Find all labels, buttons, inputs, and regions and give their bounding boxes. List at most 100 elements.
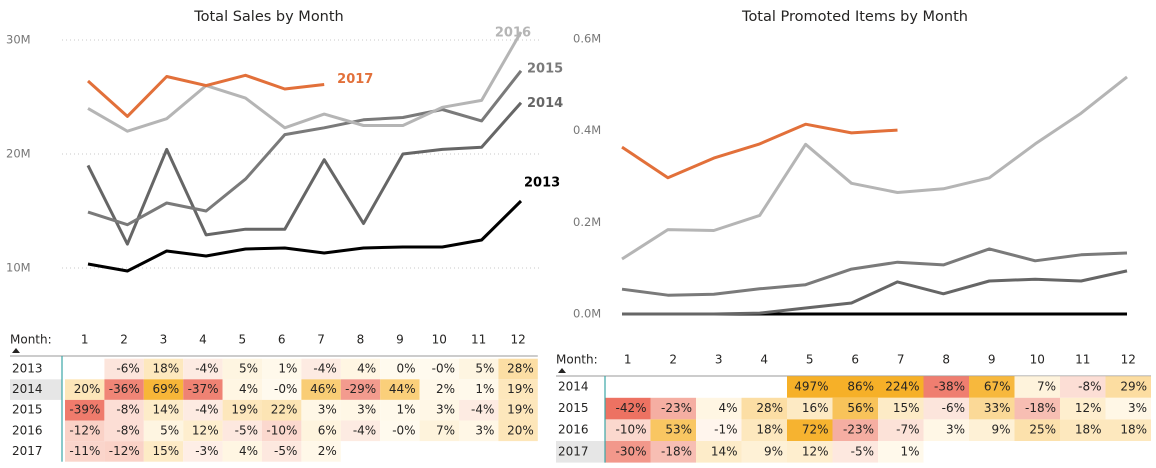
cell: -8% (1078, 380, 1101, 394)
cell: 15% (893, 401, 920, 415)
column-header: 12 (510, 333, 525, 347)
cell-bg (878, 419, 924, 441)
cell: -8% (116, 423, 139, 437)
cell-bg (787, 441, 833, 463)
column-header: 11 (471, 333, 486, 347)
cell: -12% (69, 423, 100, 437)
cell-bg (832, 397, 878, 420)
column-header: 12 (1121, 353, 1136, 367)
cell-bg (262, 399, 302, 421)
row-label: 2017 (12, 444, 43, 458)
cell-bg (969, 419, 1015, 441)
cell-bg (262, 358, 302, 380)
sort-arrow (12, 348, 20, 353)
cell-bg (498, 399, 538, 421)
cell: 19% (507, 403, 534, 417)
cell-bg (1060, 376, 1106, 398)
cell: -5% (851, 444, 874, 458)
cell: 16% (802, 401, 829, 415)
cell-bg (419, 399, 459, 421)
cell: -18% (661, 444, 692, 458)
cell: -4% (471, 403, 494, 417)
column-header: 8 (942, 353, 950, 367)
cell: -39% (69, 403, 100, 417)
series-label: 2015 (527, 61, 563, 76)
cell: 18% (756, 423, 783, 437)
cell: 18% (1120, 423, 1147, 437)
cell: 44% (389, 382, 416, 396)
cell: 497% (794, 380, 828, 394)
cell-bg (1105, 419, 1151, 441)
y-tick-label: 0.2M (573, 215, 601, 229)
cell: 19% (507, 382, 534, 396)
cell-bg (1060, 419, 1106, 441)
column-header: 3 (715, 353, 723, 367)
cell-bg (183, 379, 223, 400)
cell: -23% (843, 423, 874, 437)
cell-bg (498, 379, 538, 400)
cell: 5% (239, 362, 258, 376)
cell-bg (262, 420, 302, 442)
cell-bg (183, 441, 223, 462)
cell: 7% (1037, 380, 1056, 394)
cell: -38% (934, 380, 965, 394)
cell-bg (832, 441, 878, 463)
cell-bg (183, 399, 223, 421)
cell-bg (923, 419, 969, 441)
cell-bg (65, 399, 105, 421)
cell-bg (222, 379, 262, 400)
cell-bg (696, 397, 742, 420)
cell-bg (340, 399, 381, 421)
column-header: 9 (988, 353, 996, 367)
column-header: 10 (1030, 353, 1045, 367)
cell: 3% (318, 403, 337, 417)
cell: -0% (432, 362, 455, 376)
row-label: 2016 (12, 423, 43, 437)
cell-bg (380, 420, 420, 442)
cell: -12% (109, 444, 140, 458)
row-highlight (10, 379, 62, 400)
cell-bg (301, 379, 341, 400)
sort-arrow (558, 368, 566, 373)
cell: -4% (195, 403, 218, 417)
series-label: 2013 (524, 175, 560, 190)
cell: 33% (984, 401, 1011, 415)
cell-bg (222, 358, 262, 380)
cell: 4% (239, 382, 258, 396)
cell-bg (143, 399, 184, 421)
cell-bg (1105, 397, 1151, 420)
cell: 18% (1075, 423, 1102, 437)
cell-bg (605, 397, 651, 420)
row-label: 2015 (558, 401, 589, 415)
cell-bg (143, 379, 184, 400)
cell: 4% (239, 444, 258, 458)
cell: -42% (615, 401, 646, 415)
cell: 12% (192, 423, 219, 437)
cell-bg (923, 376, 969, 398)
cell-bg (301, 420, 341, 442)
cell: 46% (310, 382, 337, 396)
chart-title: Total Sales by Month (193, 9, 344, 25)
cell-bg (1014, 397, 1060, 420)
cell-bg (301, 441, 341, 462)
cell: 3% (436, 403, 455, 417)
cell: 2% (436, 382, 455, 396)
cell: 14% (711, 444, 738, 458)
column-header: 3 (160, 333, 168, 347)
cell: 29% (1120, 380, 1147, 394)
cell-bg (380, 379, 420, 400)
column-header: 6 (278, 333, 286, 347)
cell-bg (741, 419, 787, 441)
cell: 1% (900, 444, 919, 458)
cell-bg (650, 397, 696, 420)
cell: 7% (436, 423, 455, 437)
cell: -10% (615, 423, 646, 437)
column-header: 11 (1075, 353, 1090, 367)
cell-bg (419, 379, 459, 400)
cell-bg (498, 358, 538, 380)
row-label: 2015 (12, 403, 43, 417)
column-header: 7 (897, 353, 905, 367)
cell-bg (183, 358, 223, 380)
cell-bg (143, 358, 184, 380)
cell: 1% (397, 403, 416, 417)
